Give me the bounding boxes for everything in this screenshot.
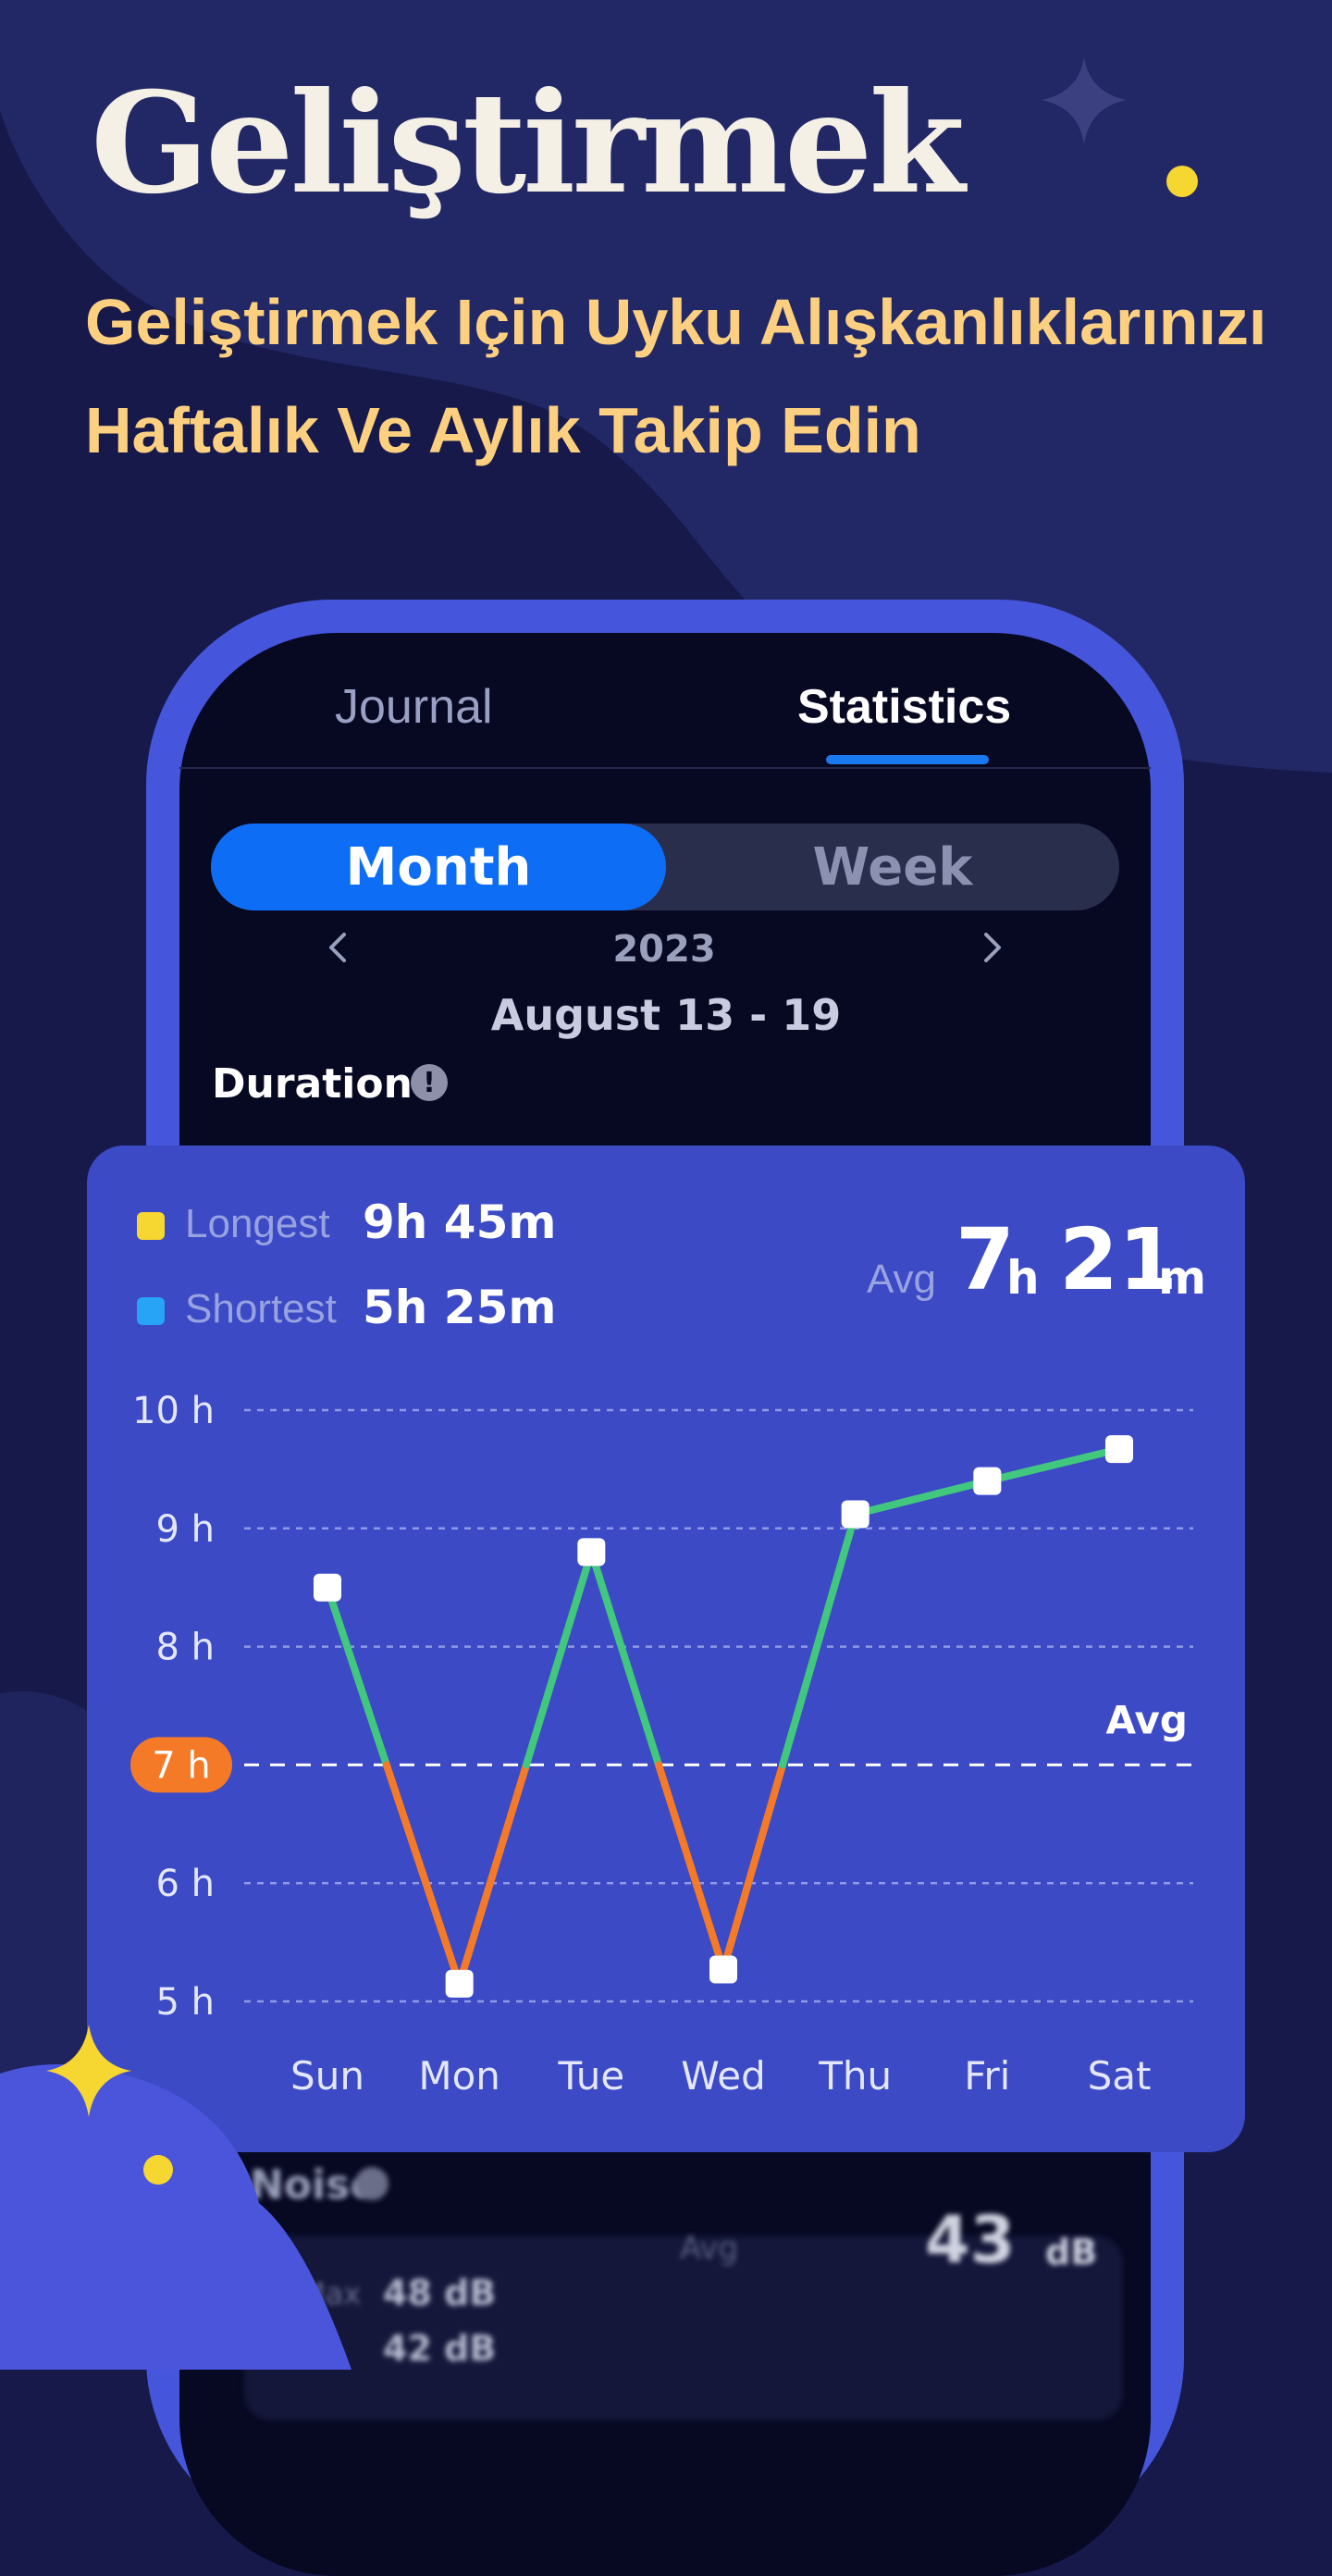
duration-stats-card [87,1146,1245,2152]
y-tick-label: 7 h [152,1744,211,1787]
series-line-segment [382,1761,463,1988]
noise-avg-unit: dB [1045,2232,1098,2273]
x-tick-label: Fri [964,2053,1010,2099]
cloud-decoration [0,2025,352,2370]
period-week-button[interactable]: Week [812,836,973,898]
year-label: 2023 [612,928,716,971]
longest-value: 9h 45m [363,1195,557,1249]
avg-minutes-unit: m [1158,1251,1207,1305]
y-tick-label: 8 h [155,1627,215,1669]
y-tick-label: 9 h [155,1508,215,1551]
noise-max-value: 48 dB [383,2273,497,2313]
chevron-left-icon[interactable] [318,927,359,968]
data-point [841,1500,870,1529]
x-tick-label: Thu [818,2053,892,2099]
period-month-button[interactable]: Month [211,824,666,910]
yellow-dot-top [1166,166,1198,197]
series-line-segment [324,1583,390,1769]
y-tick-label: 6 h [155,1863,215,1905]
sleep-duration-chart: 5 h 6 h 7 h 8 h 9 h 10 h Avg Sun Mon Tue Wed Thu Fri… [130,1390,1193,2099]
noise-info-icon [355,2167,388,2200]
avg-hours: 7 [956,1210,1016,1309]
avg-minutes: 21 [1059,1210,1178,1309]
x-tick-label: Wed [681,2053,766,2099]
y-tick-label: 5 h [155,1981,215,2024]
shortest-value: 5h 25m [363,1281,557,1334]
data-point [577,1538,606,1567]
noise-avg-value: 43 [925,2202,1016,2278]
series-line-segment [655,1761,727,1974]
longest-label: Longest [185,1201,330,1246]
series-line-segment [983,1445,1123,1485]
data-point [709,1955,737,1984]
tab-journal[interactable]: Journal [335,680,493,734]
series-line-segment [522,1548,596,1769]
x-tick-label: Sat [1088,2053,1152,2099]
series-line-segment [720,1761,787,1974]
tab-divider [179,767,1151,769]
data-point [1105,1435,1133,1464]
tab-statistics[interactable]: Statistics [797,680,1012,734]
yellow-dot-bottom [143,2155,173,2185]
x-tick-label: Sun [290,2053,364,2099]
shortest-label: Shortest [185,1286,337,1331]
data-point [445,1969,474,1998]
series-line-segment [779,1510,859,1769]
tab-active-indicator [826,755,989,764]
longest-legend-marker [137,1212,165,1240]
date-range-label: August 13 - 19 [490,990,842,1040]
series-line-segment [587,1548,663,1769]
star-top-right [1042,57,1127,144]
data-point [314,1573,341,1602]
shortest-legend-marker [137,1297,165,1325]
hero-title: Geliştirmek [91,62,965,225]
noise-avg-label: Avg [680,2230,738,2267]
hero-subtitle-line2: Haftalık Ve Aylık Takip Edin [85,394,921,466]
series-line-segment [851,1477,992,1518]
y-tick-label: 10 h [132,1390,215,1432]
info-icon[interactable]: ! [411,1064,448,1101]
data-point [973,1467,1002,1495]
x-tick-label: Mon [418,2053,500,2099]
x-tick-label: Tue [557,2053,624,2099]
avg-reference-label: Avg [1106,1697,1188,1742]
avg-tick-badge [130,1737,232,1793]
series-line-segment [455,1761,530,1988]
hero-subtitle-line1: Geliştirmek Için Uyku Alışkanlıklarınızı [85,286,1267,358]
noise-min-value: 42 dB [383,2328,497,2369]
duration-label: Duration [212,1060,413,1108]
star-bottom-left [46,2025,131,2117]
chevron-right-icon[interactable] [971,927,1012,968]
avg-hours-unit: h [1006,1251,1040,1305]
avg-label: Avg [867,1257,937,1302]
